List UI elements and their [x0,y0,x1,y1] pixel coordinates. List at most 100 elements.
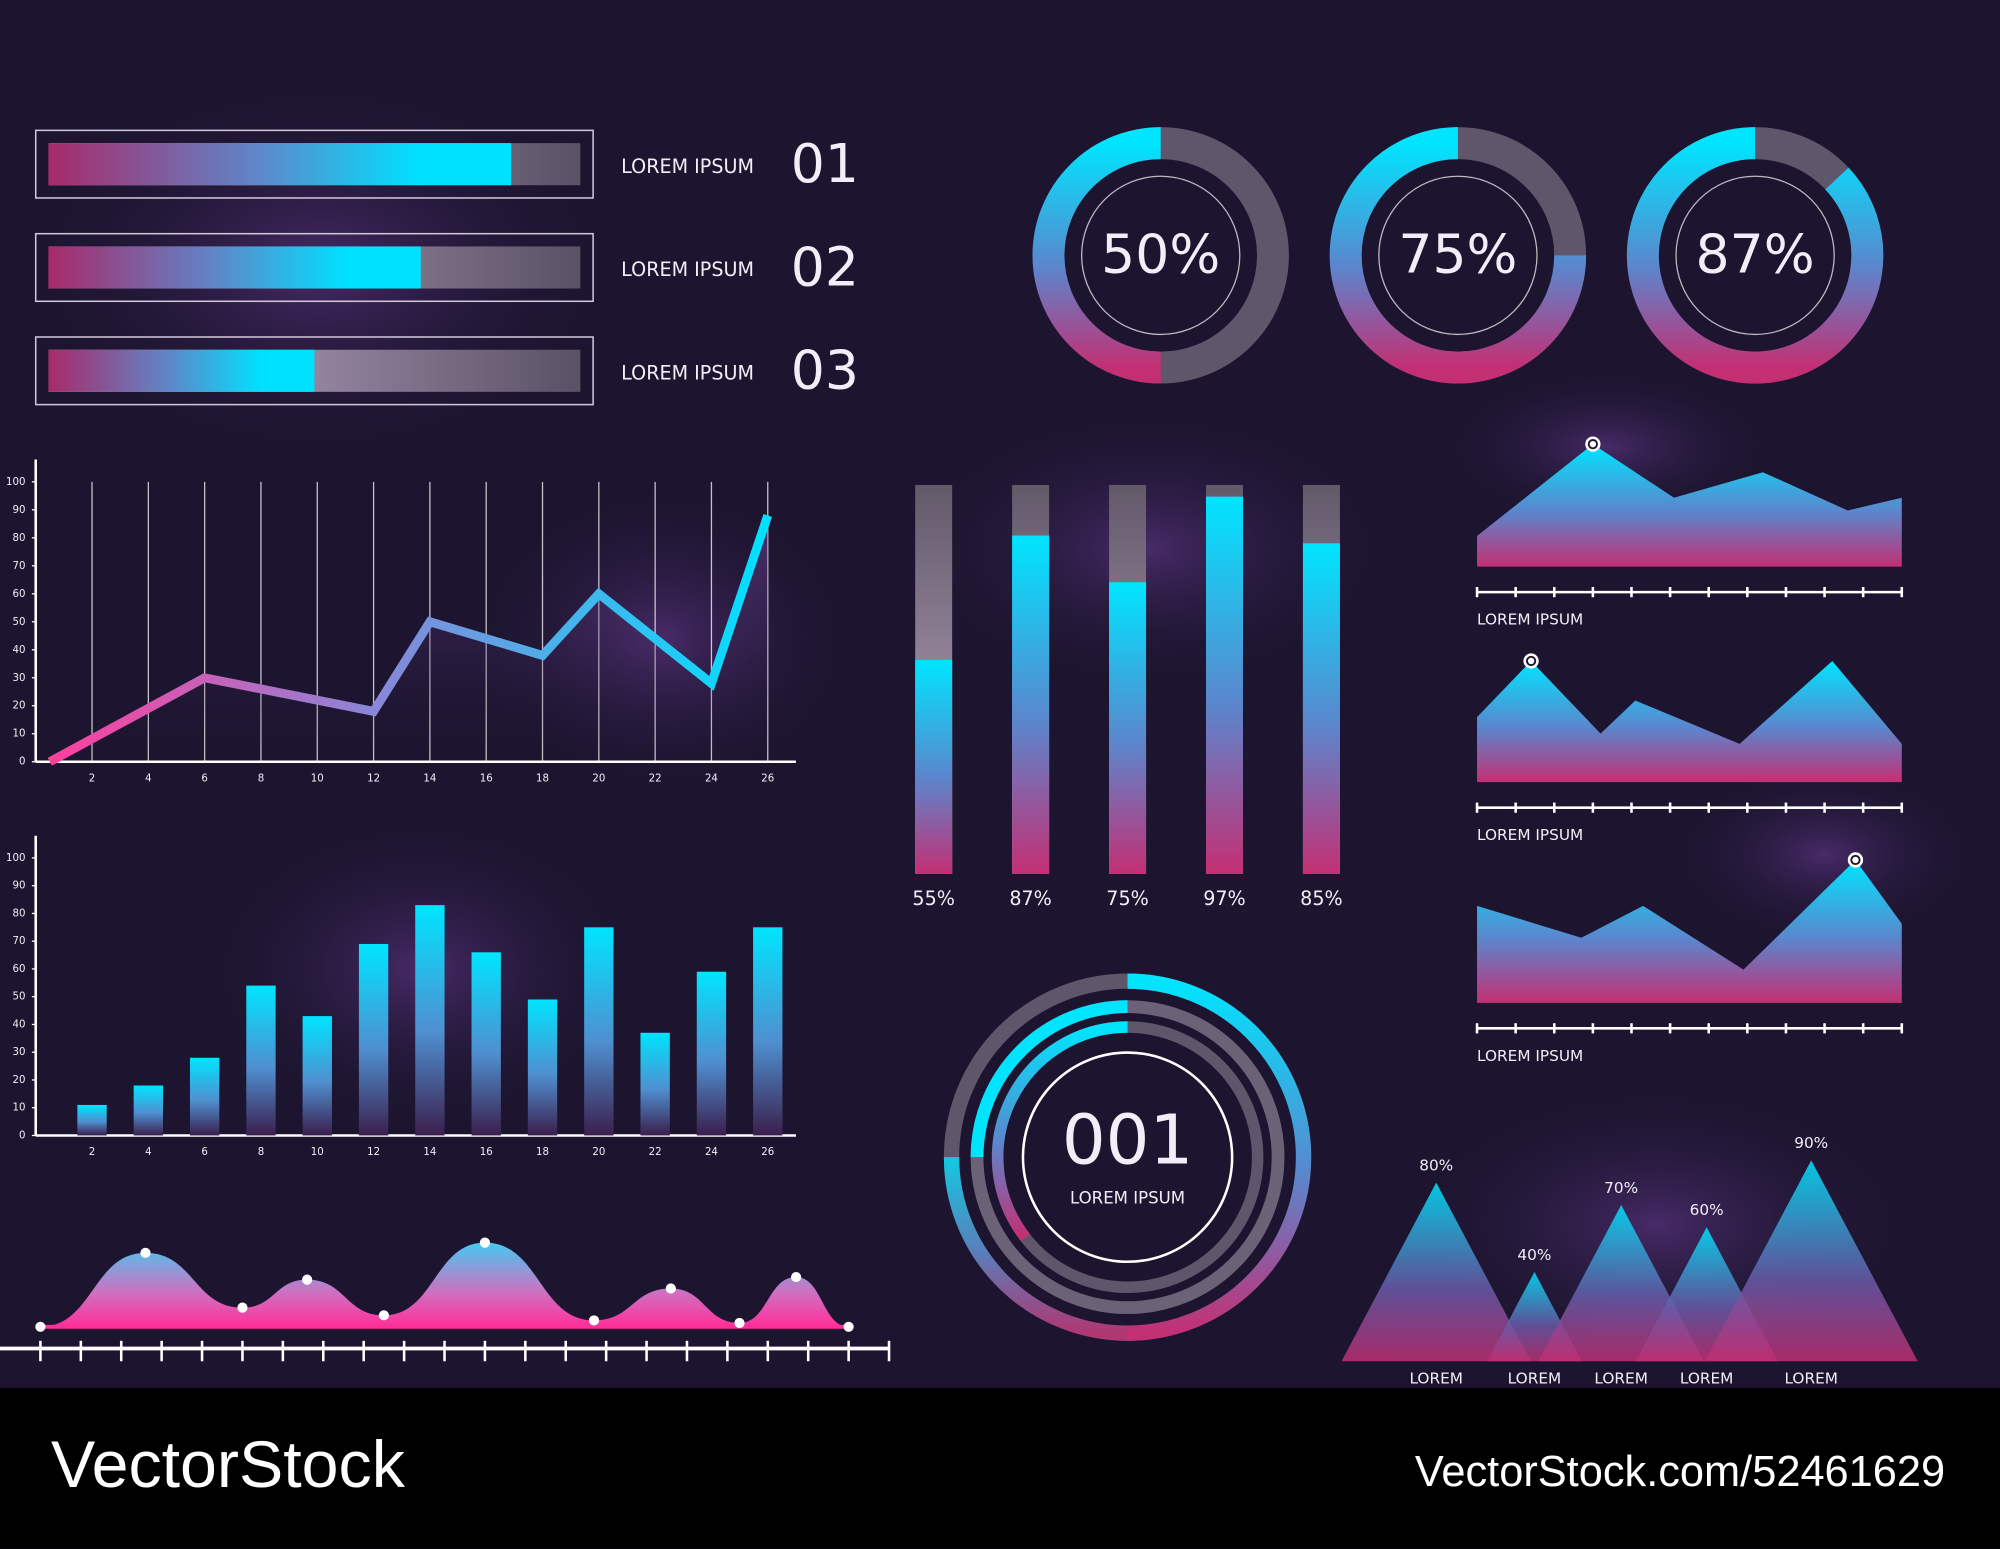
wave-point [302,1274,313,1285]
footer-bar [0,1388,2000,1549]
progress-frame [34,336,594,406]
progress-bar [48,349,315,392]
footer-brand: VectorStock [51,1428,406,1502]
wave-point [35,1321,46,1332]
gauge-arc-inner [992,1021,1128,1242]
area-label: LOREM IPSUM [1477,611,1583,629]
triangle-label: 80% [1419,1157,1453,1175]
y-tick-label: 60 [13,964,26,975]
triangle-category: LOREM [1680,1370,1734,1388]
triangle-category: LOREM [1409,1370,1463,1388]
triangle [1341,1182,1531,1362]
x-tick-label: 8 [258,773,264,784]
y-tick-label: 0 [19,757,25,768]
x-tick-label: 4 [145,1147,151,1158]
bar [133,1085,164,1136]
triangle-category: LOREM [1594,1370,1648,1388]
bar [77,1104,107,1136]
x-tick-label: 22 [649,1147,662,1158]
area [1477,660,1902,783]
y-tick-label: 100 [6,853,25,864]
x-tick-label: 6 [201,1147,207,1158]
triangle-label: 60% [1690,1201,1724,1219]
triangle-label: 40% [1517,1246,1551,1264]
footer-url: VectorStock.com/52461629 [1415,1448,1945,1496]
wave-point [140,1247,151,1258]
peak-marker-dot [1852,856,1859,864]
bar [527,999,558,1136]
line-shadow [49,515,768,762]
x-tick-label: 4 [145,773,151,784]
progress-number: 02 [791,235,859,298]
progress-label: LOREM IPSUM [621,361,754,384]
triangle-category: LOREM [1784,1370,1838,1388]
area [1477,859,1902,1003]
progress-label: LOREM IPSUM [621,258,754,281]
area-label: LOREM IPSUM [1477,826,1583,844]
wave-area [40,1242,849,1327]
column-fill [1205,496,1243,874]
bar [696,971,727,1136]
column-label: 97% [1203,887,1246,910]
gauge-center [1021,1051,1234,1264]
donut-inner-ring [1675,175,1835,336]
column-fill [915,660,953,874]
y-tick-label: 90 [13,505,26,516]
donut-arc [1329,127,1587,384]
x-tick-label: 22 [649,773,662,784]
x-tick-label: 12 [367,773,380,784]
y-tick-label: 70 [13,561,26,572]
area-label: LOREM IPSUM [1477,1047,1583,1065]
x-tick-label: 6 [201,773,207,784]
y-tick-label: 10 [13,1103,26,1114]
y-tick-label: 50 [13,617,26,628]
wave-point [378,1310,390,1321]
gauge-subtitle: LOREM IPSUM [1070,1189,1185,1208]
x-tick-label: 2 [89,773,95,784]
donut-label: 75% [1398,223,1517,286]
y-tick-label: 50 [13,992,26,1003]
progress-bar [48,143,512,186]
donut-arc [1032,127,1162,384]
column-fill [1302,543,1340,874]
x-tick-label: 18 [536,1147,549,1158]
y-tick-label: 70 [13,936,26,947]
x-tick-label: 14 [423,1147,436,1158]
gauge-title: 001 [1062,1100,1193,1180]
x-tick-label: 10 [311,773,324,784]
wave-point [479,1237,491,1248]
peak-marker-dot [1589,440,1597,448]
x-tick-label: 20 [592,773,605,784]
x-tick-label: 10 [311,1147,324,1158]
column-fill [1012,535,1050,874]
wave-point [790,1271,802,1283]
x-tick-label: 14 [423,773,436,784]
progress-number: 03 [791,339,859,402]
gauge-arc-outer [1127,973,1312,1341]
progress-frame [34,232,594,303]
y-tick-label: 40 [13,1019,26,1030]
progress-bar [48,246,421,289]
column-label: 55% [912,887,955,910]
y-tick-label: 30 [13,673,26,684]
column-fill [1109,582,1147,874]
x-tick-label: 16 [480,1147,493,1158]
bar [471,952,501,1136]
y-tick-label: 80 [13,908,26,919]
area [1477,444,1902,567]
y-tick-label: 0 [19,1130,25,1141]
line [47,514,772,766]
x-tick-label: 26 [761,1147,774,1158]
x-tick-label: 16 [480,773,493,784]
wave-point [665,1283,676,1294]
y-tick-label: 30 [13,1047,26,1058]
bar [753,927,783,1136]
x-tick-label: 18 [536,773,549,784]
x-tick-label: 12 [367,1147,380,1158]
progress-number: 01 [791,132,859,195]
bar [189,1057,220,1136]
donut-inner-ring [1080,175,1241,336]
y-tick-label: 90 [13,881,26,892]
